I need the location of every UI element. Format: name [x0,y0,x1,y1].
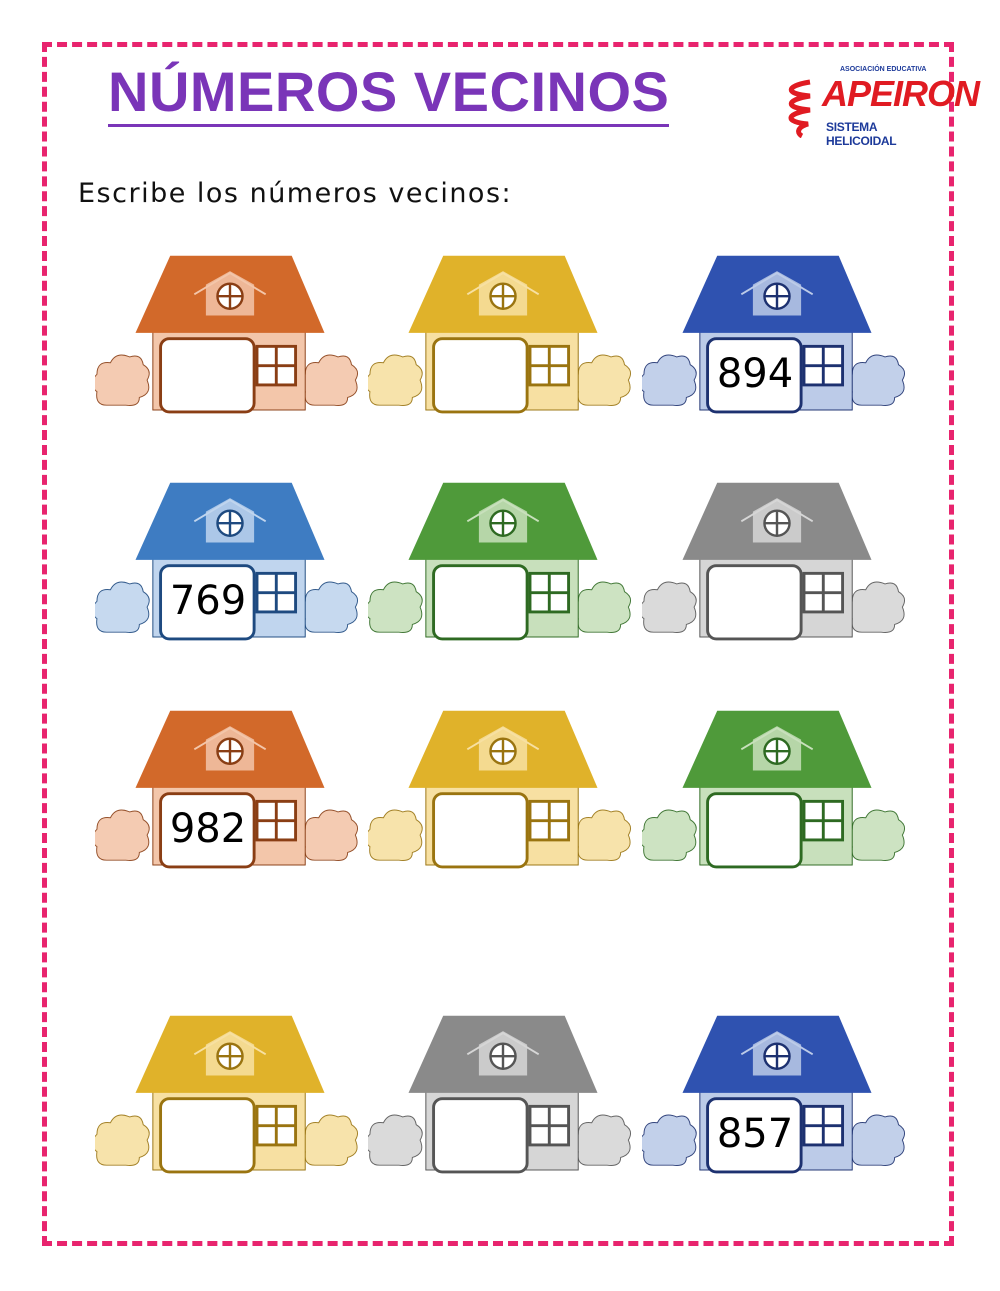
door-box [432,1097,529,1174]
bush-icon [846,581,906,633]
page-title: NÚMEROS VECINOS [108,62,670,127]
house [368,245,638,440]
door-box [706,1097,803,1174]
bush-icon [95,809,150,861]
door-box [706,564,803,641]
bush-icon [299,354,359,406]
house-number: 769 [169,578,247,624]
apeiron-logo: ASOCIACIÓN EDUCATIVA APEIRON SISTEMA HEL… [780,64,980,148]
answer-box[interactable] [161,1097,255,1171]
dashed-border [42,42,954,1246]
bush-icon [572,581,632,633]
door-box [432,564,529,641]
house: 982 [95,700,365,895]
bush-icon [572,354,632,406]
bush-icon [95,1114,150,1166]
bush-icon [846,1114,906,1166]
instruction-text: Escribe los números vecinos: [78,178,513,209]
house: 857 [642,1005,912,1200]
door-box [432,792,529,869]
house [368,472,638,667]
answer-box[interactable] [434,564,528,638]
house-number: 982 [169,806,247,852]
house [95,245,365,440]
bush-icon [642,1114,697,1166]
bush-icon [642,354,697,406]
house [368,1005,638,1200]
bush-icon [642,581,697,633]
bush-icon [299,581,359,633]
answer-box[interactable] [708,792,802,866]
door-box [159,337,256,414]
door-box [159,1097,256,1174]
door-box [706,337,803,414]
house: 894 [642,245,912,440]
answer-box[interactable] [161,337,255,411]
bush-icon [846,354,906,406]
logo-brand: APEIRON [822,73,980,114]
door-box [706,792,803,869]
logo-subtitle: SISTEMA HELICOIDAL [826,120,897,148]
bush-icon [368,581,423,633]
house-number: 894 [716,351,794,397]
answer-box[interactable] [434,337,528,411]
house [95,1005,365,1200]
house [368,700,638,895]
door-box [159,564,256,641]
bush-icon [572,1114,632,1166]
bush-icon [368,354,423,406]
bush-icon [299,809,359,861]
bush-icon [95,354,150,406]
bush-icon [299,1114,359,1166]
bush-icon [846,809,906,861]
answer-box[interactable] [708,564,802,638]
logo-association: ASOCIACIÓN EDUCATIVA [840,66,927,73]
door-box [432,337,529,414]
bush-icon [368,1114,423,1166]
helix-icon [788,79,811,138]
house [642,472,912,667]
bush-icon [642,809,697,861]
answer-box[interactable] [434,1097,528,1171]
door-box [159,792,256,869]
house [642,700,912,895]
bush-icon [95,581,150,633]
bush-icon [368,809,423,861]
house-number: 857 [716,1111,794,1157]
bush-icon [572,809,632,861]
house: 769 [95,472,365,667]
answer-box[interactable] [434,792,528,866]
